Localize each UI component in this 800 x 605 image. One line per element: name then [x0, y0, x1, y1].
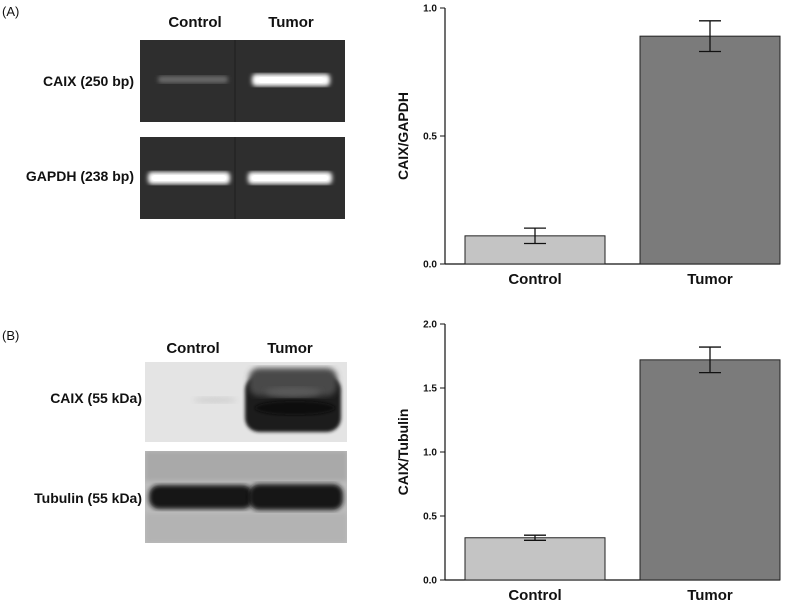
blot-band-tubulin-tumor	[249, 484, 343, 510]
gel-band-label-gapdh: GAPDH (238 bp)	[25, 168, 134, 184]
y-tick-label: 1.0	[423, 4, 437, 15]
blot-tubulin-svg	[145, 451, 347, 543]
gel-image-caix	[140, 40, 345, 122]
gel-band-caix-control	[158, 76, 228, 83]
y-tick-label: 1.0	[423, 448, 437, 459]
bar-tumor	[639, 35, 781, 265]
x-category-label-control: Control	[508, 587, 561, 604]
bar-chart-caix-tubulin: 0.0 0.5 1.0 1.5 2.0 CAIX/Tubulin Control Tumor	[395, 320, 781, 604]
blot-image-caix	[145, 362, 347, 442]
y-tick-label: 0.5	[423, 512, 437, 523]
bar-chart-caix-gapdh: 0.0 0.5 1.0 CAIX/GAPDH Control Tumor	[395, 4, 781, 288]
bar-control	[464, 235, 606, 265]
gel-gapdh-svg	[148, 137, 332, 219]
gel-image-gapdh	[140, 137, 345, 219]
blot-lane-label-control: Control	[166, 340, 220, 357]
x-category-label-control: Control	[508, 271, 561, 288]
y-axis-label: CAIX/Tubulin	[395, 409, 411, 496]
gel-band-label-caix: CAIX (250 bp)	[42, 73, 134, 89]
gel-lane-label-tumor: Tumor	[268, 14, 314, 31]
y-tick-label: 0.5	[423, 132, 437, 143]
gel-lane-label-control: Control	[168, 14, 222, 31]
y-tick-label: 1.5	[423, 384, 437, 395]
panel-b-letter: (B)	[2, 328, 20, 343]
y-tick-label: 0.0	[423, 260, 437, 271]
blot-caix-svg	[145, 362, 347, 442]
blot-band-tubulin-control	[149, 485, 253, 509]
blot-band-label-tubulin: Tubulin (55 kDa)	[34, 490, 142, 506]
gel-caix-svg	[158, 40, 330, 122]
y-tick-label: 0.0	[423, 576, 437, 587]
y-axis-label: CAIX/GAPDH	[395, 92, 411, 180]
bar-tumor	[639, 359, 781, 581]
x-category-label-tumor: Tumor	[687, 271, 733, 288]
x-category-label-tumor: Tumor	[687, 587, 733, 604]
bar-control	[464, 537, 606, 581]
panel-a-letter: (A)	[2, 4, 20, 19]
y-tick-label: 2.0	[423, 320, 437, 331]
blot-image-tubulin	[145, 451, 347, 543]
blot-band-label-caix: CAIX (55 kDa)	[50, 390, 142, 406]
blot-lane-label-tumor: Tumor	[267, 340, 313, 357]
